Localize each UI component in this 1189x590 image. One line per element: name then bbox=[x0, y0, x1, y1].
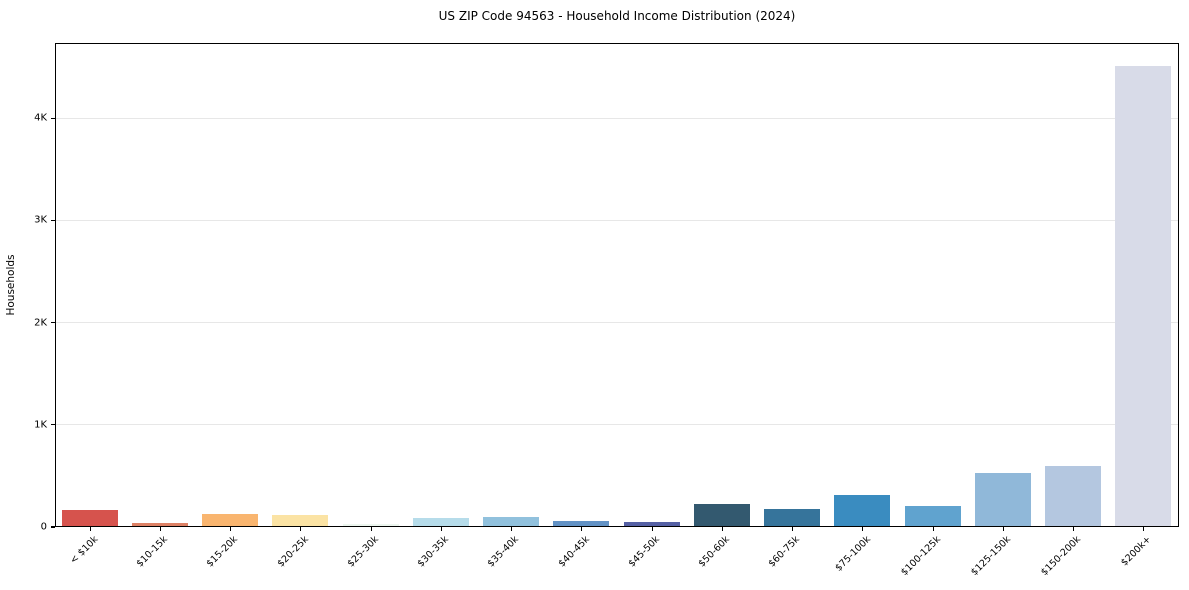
x-tick-mark bbox=[89, 527, 91, 531]
bar-25-30k bbox=[342, 524, 399, 526]
x-tick-mark bbox=[792, 527, 794, 531]
bar-50-60k bbox=[693, 503, 750, 526]
x-tick-mark bbox=[370, 527, 372, 531]
bar-45-50k bbox=[623, 522, 680, 526]
bar-200k bbox=[1115, 66, 1172, 526]
y-tick-mark bbox=[51, 117, 55, 119]
gridline bbox=[56, 117, 1178, 119]
bar-20-25k bbox=[272, 515, 329, 526]
x-tick-label: $125-150k bbox=[969, 534, 1014, 579]
x-tick-mark bbox=[1073, 527, 1075, 531]
y-tick-label: 0 bbox=[40, 521, 47, 533]
bar-30-35k bbox=[412, 518, 469, 526]
x-tick-mark bbox=[300, 527, 302, 531]
x-tick-label: $200k+ bbox=[1119, 534, 1154, 569]
bar-125-150k bbox=[974, 473, 1031, 526]
bar-60-75k bbox=[764, 509, 821, 526]
x-tick-label: $50-60k bbox=[696, 534, 733, 570]
y-tick-mark bbox=[51, 526, 55, 528]
x-tick-mark bbox=[932, 527, 934, 531]
x-tick-label: < $10k bbox=[67, 534, 100, 567]
x-tick-label: $40-45k bbox=[556, 534, 592, 570]
x-tick-mark bbox=[862, 527, 864, 531]
y-tick-mark bbox=[51, 321, 55, 324]
bar-150-200k bbox=[1045, 465, 1102, 526]
gridline bbox=[56, 219, 1178, 221]
x-tick-mark bbox=[1002, 527, 1004, 531]
plot-area bbox=[55, 43, 1179, 527]
bar-15-20k bbox=[202, 514, 259, 526]
bar-10k bbox=[61, 509, 118, 526]
x-tick-label: $60-75k bbox=[766, 534, 803, 570]
y-axis-label: Households bbox=[5, 254, 17, 316]
y-tick-mark bbox=[51, 219, 55, 221]
bar-75-100k bbox=[834, 495, 891, 526]
x-tick-label: $15-20k bbox=[204, 534, 241, 570]
chart-title: US ZIP Code 94563 - Household Income Dis… bbox=[438, 9, 796, 23]
x-tick-label: $150-200k bbox=[1039, 534, 1084, 579]
x-tick-label: $75-100k bbox=[832, 534, 873, 574]
bar-35-40k bbox=[483, 516, 540, 526]
y-tick-mark bbox=[51, 424, 55, 426]
x-tick-label: $25-30k bbox=[345, 534, 381, 570]
x-tick-mark bbox=[230, 527, 232, 531]
gridline bbox=[56, 322, 1178, 324]
y-tick-label: 1K bbox=[34, 419, 47, 431]
x-tick-mark bbox=[159, 527, 161, 531]
x-tick-mark bbox=[440, 527, 442, 531]
x-tick-label: $35-40k bbox=[485, 534, 522, 570]
x-tick-mark bbox=[511, 527, 513, 531]
x-tick-label: $45-50k bbox=[626, 534, 662, 570]
x-tick-mark bbox=[721, 527, 723, 531]
gridline bbox=[56, 424, 1178, 426]
x-tick-label: $30-35k bbox=[415, 534, 452, 570]
y-tick-label: 4K bbox=[34, 112, 47, 124]
x-tick-label: $100-125k bbox=[898, 534, 943, 579]
x-tick-label: $20-25k bbox=[275, 534, 311, 570]
y-tick-label: 3K bbox=[34, 214, 47, 226]
x-tick-mark bbox=[581, 527, 583, 531]
bar-100-125k bbox=[904, 506, 961, 526]
y-tick-label: 2K bbox=[34, 317, 47, 329]
bar-10-15k bbox=[131, 522, 188, 526]
x-tick-label: $10-15k bbox=[134, 534, 171, 570]
x-tick-mark bbox=[651, 527, 653, 531]
x-tick-mark bbox=[1143, 527, 1145, 531]
bar-40-45k bbox=[553, 520, 610, 526]
